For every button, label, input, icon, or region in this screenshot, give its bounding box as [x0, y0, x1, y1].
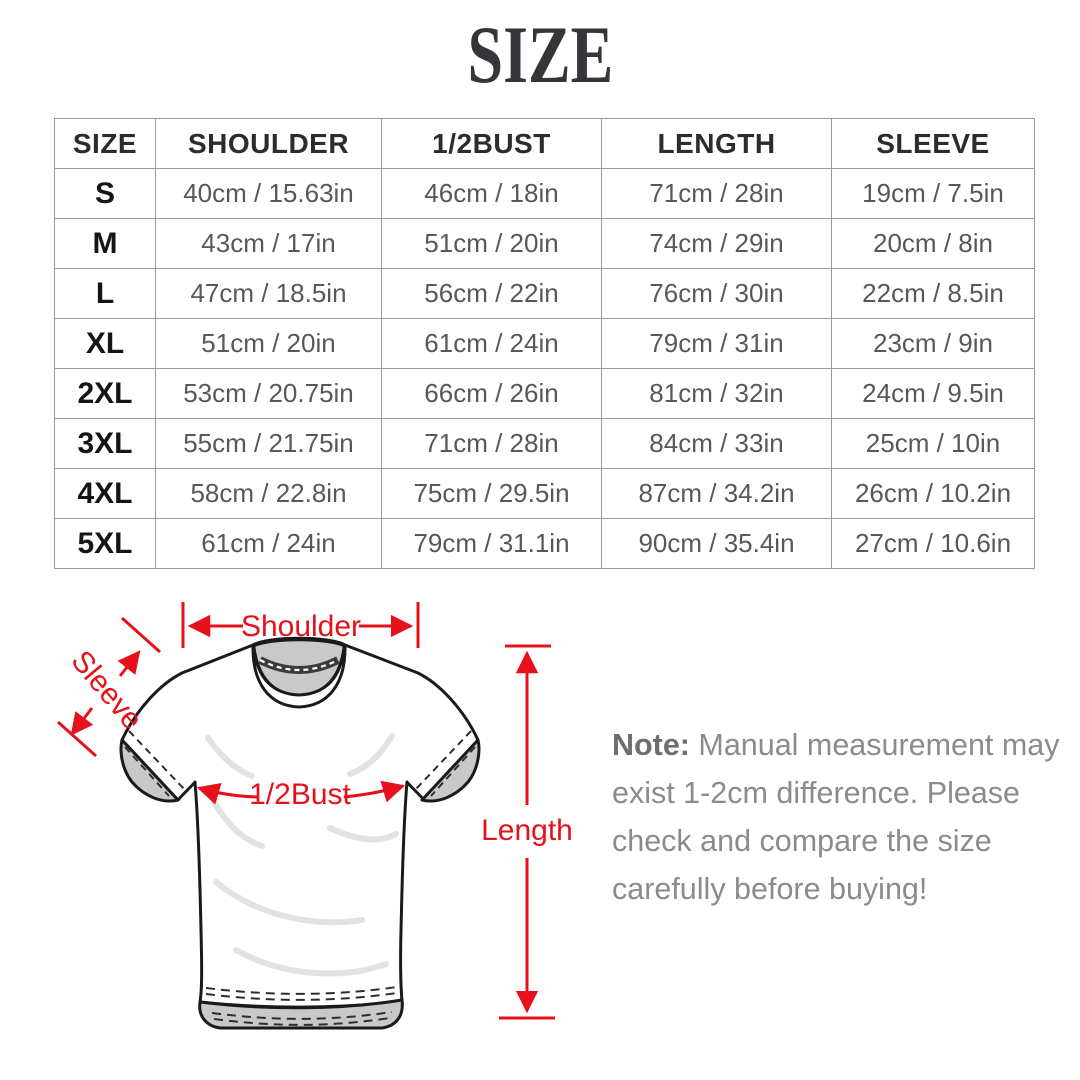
length-cell: 71cm / 28in: [601, 168, 832, 219]
sleeve-cell: 19cm / 7.5in: [831, 168, 1035, 219]
bust-cell: 71cm / 28in: [381, 418, 602, 469]
shoulder-cell: 53cm / 20.75in: [155, 368, 382, 419]
sleeve-cell: 23cm / 9in: [831, 318, 1035, 369]
bust-annotation-label: 1/2Bust: [249, 778, 351, 811]
length-annotation-label: Length: [481, 814, 573, 847]
bust-dimension: [196, 780, 406, 805]
bust-right-arrow: [343, 780, 406, 803]
length-cell: 74cm / 29in: [601, 218, 832, 269]
column-header-bust: 1/2BUST: [381, 118, 602, 169]
note-line: Note: Manual measurement may: [612, 721, 1062, 769]
bust-cell: 51cm / 20in: [381, 218, 602, 269]
bust-cell: 79cm / 31.1in: [381, 518, 602, 569]
sleeve-lower-tick: [56, 720, 98, 758]
sleeve-dimension: [56, 616, 162, 758]
length-cell: 90cm / 35.4in: [601, 518, 832, 569]
size-cell: 3XL: [54, 418, 156, 469]
note-line: exist 1-2cm difference. Please: [612, 776, 1020, 810]
measurement-annotations: [56, 602, 555, 1020]
sleeve-cell: 27cm / 10.6in: [831, 518, 1035, 569]
shoulder-cell: 51cm / 20in: [155, 318, 382, 369]
sleeve-cell: 22cm / 8.5in: [831, 268, 1035, 319]
left-cuff: [119, 738, 180, 803]
sleeve-lower-arrow: [70, 707, 94, 736]
size-cell: 2XL: [54, 368, 156, 419]
shoulder-dimension: [181, 602, 420, 648]
length-dimension: [499, 644, 555, 1020]
size-cell: S: [54, 168, 156, 219]
table-row: 4XL 58cm / 22.8in 75cm / 29.5in 87cm / 3…: [54, 468, 1035, 519]
column-header-size: SIZE: [54, 118, 156, 169]
length-cell: 81cm / 32in: [601, 368, 832, 419]
bust-left-arrow: [196, 782, 258, 805]
note-line: check and compare the size: [612, 824, 992, 858]
note-label: Note:: [612, 728, 690, 762]
column-header-shoulder: SHOULDER: [155, 118, 382, 169]
size-cell: L: [54, 268, 156, 319]
table-row: XL 51cm / 20in 61cm / 24in 79cm / 31in 2…: [54, 318, 1035, 369]
table-row: S 40cm / 15.63in 46cm / 18in 71cm / 28in…: [54, 168, 1035, 219]
shoulder-annotation-label: Shoulder: [241, 610, 361, 643]
shoulder-cell: 55cm / 21.75in: [155, 418, 382, 469]
sleeve-upper-tick: [120, 616, 162, 654]
bust-cell: 46cm / 18in: [381, 168, 602, 219]
bust-cell: 66cm / 26in: [381, 368, 602, 419]
bust-cell: 56cm / 22in: [381, 268, 602, 319]
sleeve-upper-arrow: [117, 650, 141, 677]
size-cell: XL: [54, 318, 156, 369]
sleeve-cell: 24cm / 9.5in: [831, 368, 1035, 419]
size-cell: M: [54, 218, 156, 269]
table-row: 2XL 53cm / 20.75in 66cm / 26in 81cm / 32…: [54, 368, 1035, 419]
shoulder-cell: 43cm / 17in: [155, 218, 382, 269]
shoulder-cell: 61cm / 24in: [155, 518, 382, 569]
collar-tape-stitching: [259, 659, 339, 672]
wrinkle-shading: [205, 733, 399, 977]
column-header-length: LENGTH: [601, 118, 832, 169]
length-cell: 87cm / 34.2in: [601, 468, 832, 519]
length-cell: 84cm / 33in: [601, 418, 832, 469]
sleeve-cell: 26cm / 10.2in: [831, 468, 1035, 519]
page-title: SIZE: [467, 9, 613, 100]
hem-band: [198, 998, 404, 1030]
bust-cell: 61cm / 24in: [381, 318, 602, 369]
size-table: SIZE SHOULDER 1/2BUST LENGTH SLEEVE S 40…: [54, 118, 1035, 569]
table-header-row: SIZE SHOULDER 1/2BUST LENGTH SLEEVE: [54, 118, 1035, 169]
table-row: M 43cm / 17in 51cm / 20in 74cm / 29in 20…: [54, 218, 1035, 269]
collar-band: [251, 643, 347, 709]
sleeve-cell: 25cm / 10in: [831, 418, 1035, 469]
tshirt-drawing: [119, 636, 481, 1030]
length-cell: 79cm / 31in: [601, 318, 832, 369]
bust-cell: 75cm / 29.5in: [381, 468, 602, 519]
tshirt-measurement-diagram: Shoulder Sleeve 1/2Bust Length: [56, 602, 573, 1030]
note-line: carefully before buying!: [612, 872, 928, 906]
hem-stitching: [205, 986, 398, 1026]
measurement-note: Note: Manual measurement may exist 1-2cm…: [612, 721, 1062, 913]
table-row: L 47cm / 18.5in 56cm / 22in 76cm / 30in …: [54, 268, 1035, 319]
table-row: 5XL 61cm / 24in 79cm / 31.1in 90cm / 35.…: [54, 518, 1035, 569]
shoulder-cell: 40cm / 15.63in: [155, 168, 382, 219]
sleeve-annotation-label: Sleeve: [64, 645, 148, 736]
sleeve-cell: 20cm / 8in: [831, 218, 1035, 269]
shoulder-cell: 47cm / 18.5in: [155, 268, 382, 319]
size-cell: 4XL: [54, 468, 156, 519]
size-cell: 5XL: [54, 518, 156, 569]
shoulder-cell: 58cm / 22.8in: [155, 468, 382, 519]
note-text: Manual measurement may: [698, 728, 1060, 762]
right-cuff: [420, 738, 481, 803]
length-cell: 76cm / 30in: [601, 268, 832, 319]
table-row: 3XL 55cm / 21.75in 71cm / 28in 84cm / 33…: [54, 418, 1035, 469]
column-header-sleeve: SLEEVE: [831, 118, 1035, 169]
cuff-stitching: [124, 730, 476, 797]
